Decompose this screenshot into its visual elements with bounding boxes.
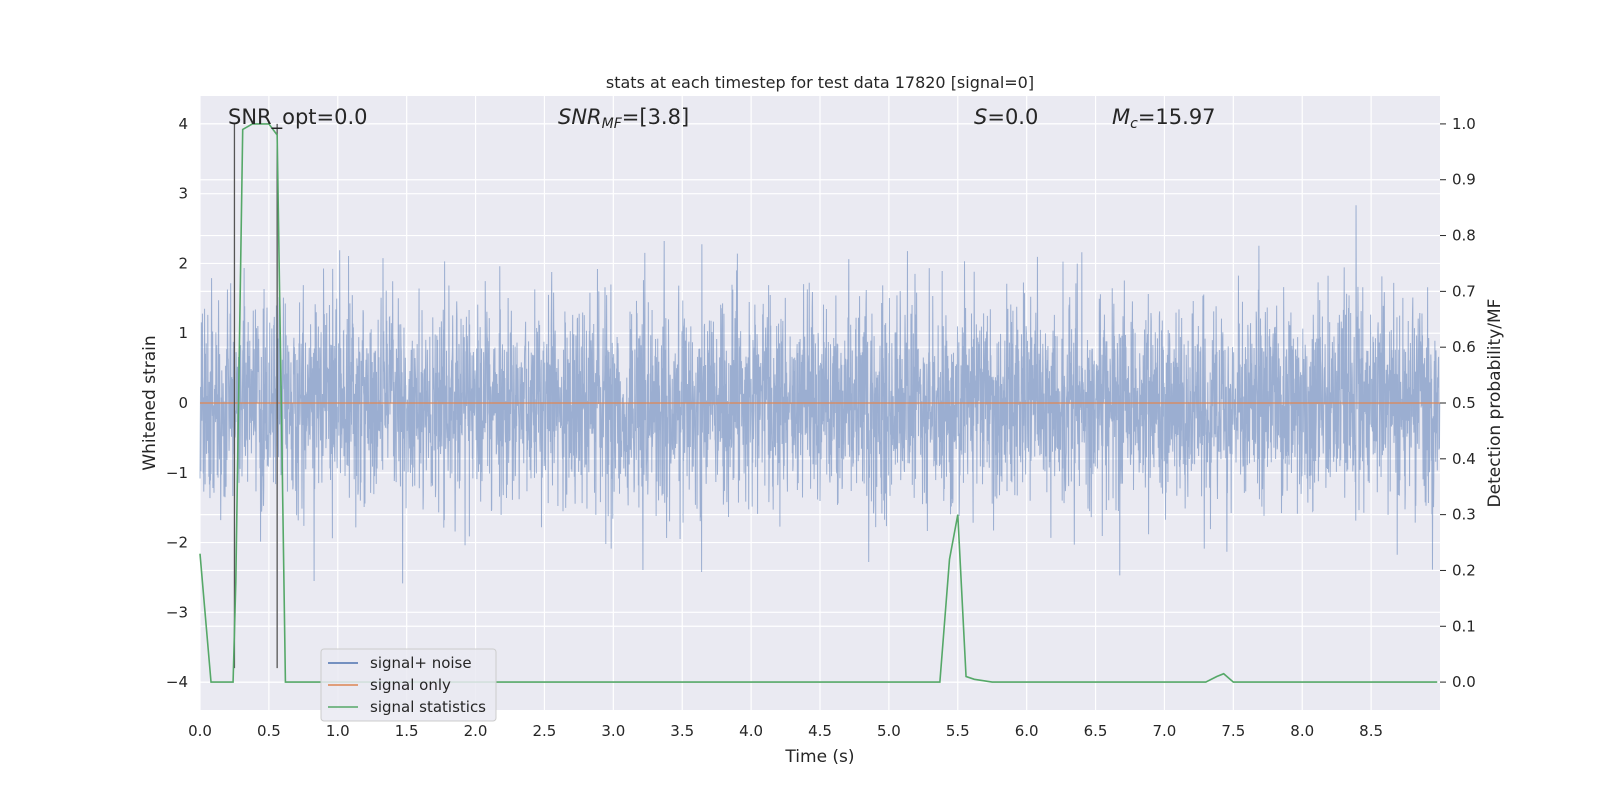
x-tick-label: 1.5 bbox=[395, 722, 419, 740]
y-tick-label: −1 bbox=[166, 464, 188, 482]
x-tick-label: 7.5 bbox=[1221, 722, 1245, 740]
legend-label-signal-noise: signal+ noise bbox=[370, 654, 472, 672]
x-tick-label: 4.0 bbox=[739, 722, 763, 740]
marker-lines bbox=[233, 123, 278, 669]
y-tick-label: −4 bbox=[166, 673, 188, 691]
legend-box bbox=[320, 648, 497, 722]
legend-label-signal-statistics: signal statistics bbox=[370, 698, 486, 716]
signal-noise-line bbox=[199, 205, 1441, 584]
y2-tick-label: 0.8 bbox=[1452, 227, 1476, 245]
y2-tick-label: 0.0 bbox=[1452, 673, 1476, 691]
y2-tick-label: 0.5 bbox=[1452, 394, 1476, 412]
chart-title: stats at each timestep for test data 178… bbox=[606, 73, 1034, 92]
y-tick-label: −2 bbox=[166, 534, 188, 552]
x-tick-label: 5.0 bbox=[877, 722, 901, 740]
x-tick-label: 8.0 bbox=[1290, 722, 1314, 740]
signal-statistics-line bbox=[199, 123, 1438, 683]
annotation-mc-sub: c bbox=[1130, 116, 1138, 132]
annotation-snr-mf: SNRMF=[3.8] bbox=[558, 105, 689, 132]
y-tick-label: −3 bbox=[166, 603, 188, 621]
annotation-snr-mf-sub: MF bbox=[602, 116, 623, 132]
annotation-s-label: S bbox=[974, 105, 987, 129]
legend: signal+ noise signal only signal statist… bbox=[320, 648, 497, 722]
y2-tick-label: 0.9 bbox=[1452, 171, 1476, 189]
y2-axis-title: Detection probability/MF bbox=[1485, 299, 1505, 508]
annotation-s: S=0.0 bbox=[974, 105, 1038, 129]
y2-tick-label: 0.6 bbox=[1452, 338, 1476, 356]
x-tick-label: 0.0 bbox=[188, 722, 212, 740]
y-axis-title: Whitened strain bbox=[140, 335, 160, 470]
x-tick-label: 1.0 bbox=[326, 722, 350, 740]
y2-tick-label: 0.7 bbox=[1452, 282, 1476, 300]
y2-tick-label: 0.1 bbox=[1452, 617, 1476, 635]
annotation-s-value: =0.0 bbox=[987, 105, 1038, 129]
y2-tick-label: 1.0 bbox=[1452, 115, 1476, 133]
x-tick-label: 2.5 bbox=[533, 722, 557, 740]
annotation-mc-label: M bbox=[1112, 105, 1130, 129]
y-tick-label: 3 bbox=[178, 185, 188, 203]
legend-label-signal-only: signal only bbox=[370, 676, 451, 694]
x-axis-title: Time (s) bbox=[784, 747, 854, 767]
y2-tick-label: 0.3 bbox=[1452, 506, 1476, 524]
x-tick-label: 2.0 bbox=[464, 722, 488, 740]
series-signal-statistics bbox=[199, 123, 1438, 683]
x-tick-label: 0.5 bbox=[257, 722, 281, 740]
x-tick-label: 6.0 bbox=[1015, 722, 1039, 740]
annotation-snr-opt: SNR_opt=0.0 bbox=[228, 105, 368, 130]
y2-tick-label: 0.4 bbox=[1452, 450, 1476, 468]
x-tick-label: 8.5 bbox=[1359, 722, 1383, 740]
x-tick-label: 6.5 bbox=[1084, 722, 1108, 740]
series-signal-noise bbox=[199, 205, 1441, 584]
tick-marks: 0.0 0.5 1.0 1.5 2.0 2.5 3.0 3.5 4.0 4.5 5.0 5.5 6.0 6… bbox=[166, 115, 1476, 740]
x-tick-label: 5.5 bbox=[946, 722, 970, 740]
annotation-snr-mf-label: SNR bbox=[558, 105, 602, 129]
y-tick-label: 0 bbox=[178, 394, 188, 412]
annotation-snr-mf-value: =[3.8] bbox=[622, 105, 689, 129]
x-tick-label: 7.0 bbox=[1153, 722, 1177, 740]
annotation-mc: Mc=15.97 bbox=[1112, 105, 1216, 132]
y-tick-label: 4 bbox=[178, 115, 188, 133]
x-tick-label: 4.5 bbox=[808, 722, 832, 740]
x-tick-label: 3.0 bbox=[601, 722, 625, 740]
y-tick-label: 2 bbox=[178, 254, 188, 272]
y2-tick-label: 0.2 bbox=[1452, 561, 1476, 579]
annotation-mc-value: =15.97 bbox=[1138, 105, 1216, 129]
x-tick-label: 3.5 bbox=[670, 722, 694, 740]
y-tick-label: 1 bbox=[178, 324, 188, 342]
